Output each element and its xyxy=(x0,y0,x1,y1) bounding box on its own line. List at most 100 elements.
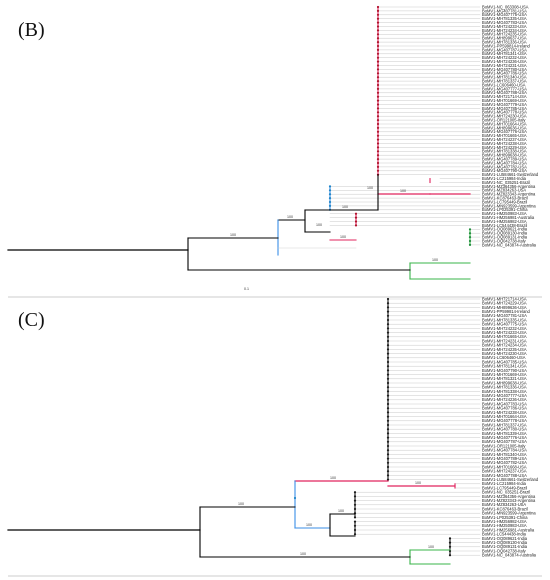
bootstrap-support-label: 100 xyxy=(330,476,336,480)
bootstrap-support-label: 100 xyxy=(338,509,344,513)
leaf-label: BoMV1-MH724236-USA xyxy=(482,397,527,402)
tip-node xyxy=(386,415,390,418)
bootstrap-support-label: 100 xyxy=(428,545,434,549)
tip-node xyxy=(386,436,390,439)
tip-node xyxy=(353,499,357,502)
tip-node xyxy=(353,524,357,527)
bootstrap-support-label: 100 xyxy=(340,235,346,239)
tip-node xyxy=(386,365,390,368)
tip-node xyxy=(386,348,390,351)
leaf-label: BoMV1-MN923599-Argentina xyxy=(482,203,536,208)
tip-node xyxy=(386,432,390,435)
tip-node xyxy=(328,185,332,188)
tip-node xyxy=(386,356,390,359)
tip-node xyxy=(448,541,452,544)
bootstrap-support-label: 100 xyxy=(367,186,373,190)
leaf-label: BoMV1-LC606460-USA xyxy=(482,355,526,360)
bootstrap-support-label: 100 xyxy=(287,215,293,219)
tip-node xyxy=(468,239,472,243)
tip-node xyxy=(376,21,380,24)
leaf-label: BoMV1-MH781335-USA xyxy=(482,317,527,322)
tip-node xyxy=(448,537,452,540)
tip-node xyxy=(328,189,332,192)
tip-node xyxy=(386,306,390,309)
leaf-label: BoMV1-MH724235-USA xyxy=(482,32,527,37)
leaf-label: BoMV1-MH724235-USA xyxy=(482,347,527,352)
leaf-label: BoMV1-HM256981-Australia xyxy=(482,215,535,220)
tip-node xyxy=(386,457,390,460)
leaf-label: BoMV1-HM256982-USA xyxy=(482,519,527,524)
leaf-label: BoMV1-KC876463-Brazil xyxy=(482,506,528,511)
tip-node xyxy=(376,142,380,145)
tip-node xyxy=(386,402,390,406)
tip-node xyxy=(376,161,380,165)
bootstrap-support-label: 100 xyxy=(316,223,322,227)
tip-node xyxy=(386,335,390,338)
tip-node xyxy=(376,29,380,32)
leaf-label: BoMV1-MH781335-USA xyxy=(482,16,527,21)
bootstrap-support-label: 100 xyxy=(415,481,421,485)
leaf-label: BoMV1-NC_043874-Australia xyxy=(482,553,537,558)
leaf-label: BoMV1-MH781340-USA xyxy=(482,75,527,80)
leaf-label: BoMV1-MH701669-USA xyxy=(482,98,527,103)
tip-node xyxy=(376,68,380,71)
tip-node xyxy=(386,411,390,414)
leaf-label: BoMV1-KC876463-Brazil xyxy=(482,196,528,201)
leaf-label: BoMV1-MG407778-USA xyxy=(482,418,527,423)
leaf-label: BoMV1-NC_043874-Australia xyxy=(482,242,537,247)
leaf-label: BoMV1-MG407783-USA xyxy=(482,20,527,25)
bootstrap-support-label: 100 xyxy=(238,502,244,506)
leaf-label: BoMV1-OQ089130-India xyxy=(482,231,528,236)
tip-node xyxy=(386,369,390,372)
tip-node xyxy=(386,474,390,477)
tip-node xyxy=(353,533,357,536)
leaf-label: BoMV1-OR121005-Italy xyxy=(482,443,526,448)
tip-node xyxy=(353,528,357,532)
tip-node xyxy=(376,115,380,118)
tip-node xyxy=(376,80,380,83)
bootstrap-support-label: 100 xyxy=(300,552,306,556)
leaf-label: BoMV1-LC215984-India xyxy=(482,176,527,181)
leaf-label: BoMV1-LU584661-Switzerland xyxy=(482,477,539,482)
tip-node xyxy=(386,394,390,397)
tip-node xyxy=(386,461,390,464)
tip-node xyxy=(386,339,390,343)
leaf-label: BoMV1-MH724230-USA xyxy=(482,351,527,356)
tip-node xyxy=(328,200,332,204)
leaf-label: BoMV1-OQ089130-India xyxy=(482,540,528,545)
leaf-label: BoMV1-MG407785-USA xyxy=(482,359,527,364)
leaf-label: BoMV1-MG407783-USA xyxy=(482,401,527,406)
leaf-label: BoMV1-OQ089621-India xyxy=(482,227,528,232)
leaf-label: BoMV1-MH724234-USA xyxy=(482,28,527,33)
leaf-label: BoMV1-MG407782-USA xyxy=(482,460,527,465)
tip-node xyxy=(376,111,380,114)
tip-node xyxy=(353,495,357,498)
leaf-label: BoMV1-LC795449-Brazil xyxy=(482,485,527,490)
bootstrap-support-label: 100 xyxy=(230,233,236,237)
leaf-label: BoMV1-MG407790-USA xyxy=(482,368,527,373)
tip-node xyxy=(386,465,390,469)
leaf-label: BoMV1-MZ834263-USA xyxy=(482,502,526,507)
tip-node xyxy=(376,25,380,28)
tip-node xyxy=(376,126,380,129)
leaf-label: BoMV1-OQ042738-Italy xyxy=(482,238,527,243)
tip-node xyxy=(386,419,390,422)
tip-node xyxy=(376,150,380,153)
leaf-label: BoMV1-MH701669-USA xyxy=(482,372,527,377)
tip-node xyxy=(376,146,380,149)
leaf-label: BoMV1-MH781338-USA xyxy=(482,389,527,394)
leaf-label: BoMV1-MG407784-USA xyxy=(482,160,527,165)
leaf-label: BoMV1-MH724238-USA xyxy=(482,141,527,146)
tip-node xyxy=(376,134,380,137)
leaf-label: BoMV1-MZ364356-Argentina xyxy=(482,184,536,189)
tip-node xyxy=(376,107,380,110)
tip-node xyxy=(353,520,357,523)
tip-node xyxy=(376,9,380,12)
tip-node xyxy=(376,103,380,106)
tip-node xyxy=(376,17,380,20)
tip-node xyxy=(376,95,380,98)
leaf-label: BoMV1-PP599814-Ireland xyxy=(482,309,531,314)
tip-node xyxy=(353,503,357,506)
tip-node xyxy=(386,381,390,385)
leaf-label: BoMV1-MH724237-USA xyxy=(482,469,527,474)
